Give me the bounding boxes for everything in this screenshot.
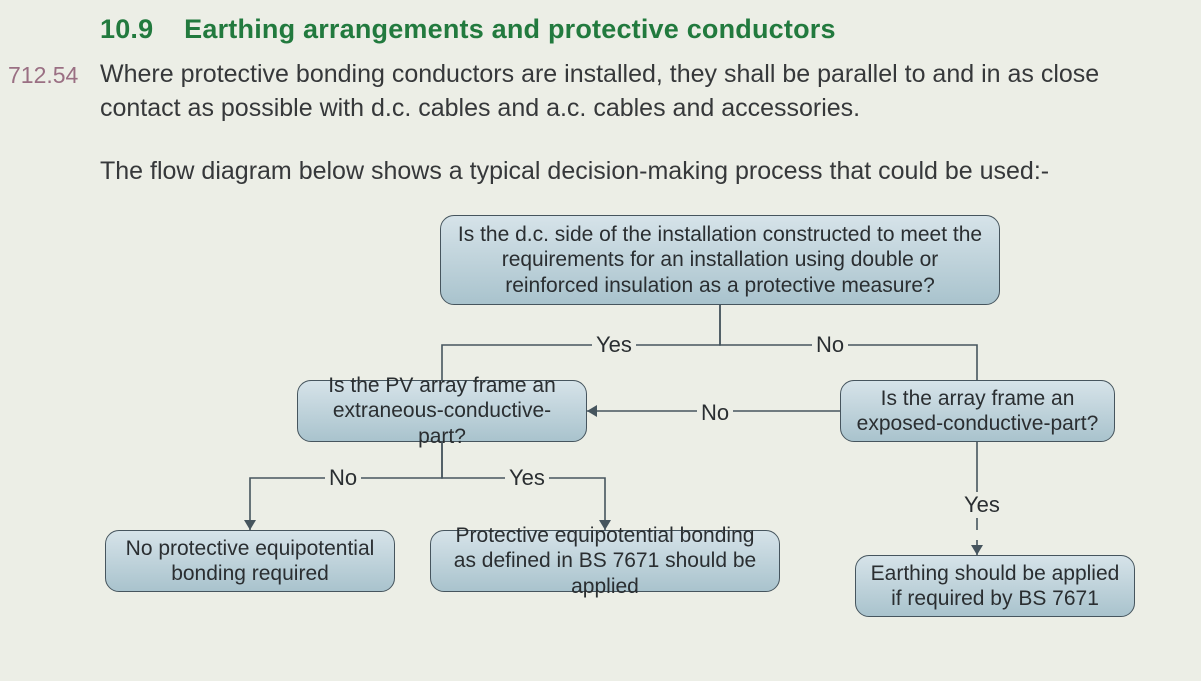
flowchart-node-r1: No protective equipotential bonding requ… [105, 530, 395, 592]
flowchart-edge-label: Yes [960, 492, 1004, 518]
flowchart-node-q2: Is the PV array frame an extraneous-cond… [297, 380, 587, 442]
body-paragraph-1: Where protective bonding conductors are … [100, 58, 1160, 126]
heading-number: 10.9 [100, 14, 153, 44]
flowchart-node-r2: Protective equipotential bonding as defi… [430, 530, 780, 592]
flowchart-edge-label: No [697, 400, 733, 426]
body-paragraph-2: The flow diagram below shows a typical d… [100, 155, 1160, 189]
flowchart-node-q3: Is the array frame an exposed-conductive… [840, 380, 1115, 442]
flowchart-edge-label: Yes [505, 465, 549, 491]
flowchart: Is the d.c. side of the installation con… [0, 200, 1201, 680]
flowchart-node-q1: Is the d.c. side of the installation con… [440, 215, 1000, 305]
heading-title: Earthing arrangements and protective con… [184, 14, 836, 44]
flowchart-edge-label: Yes [592, 332, 636, 358]
flowchart-node-r3: Earthing should be applied if required b… [855, 555, 1135, 617]
flowchart-edge-label: No [325, 465, 361, 491]
margin-reference: 712.54 [8, 62, 78, 89]
flowchart-edge-label: No [812, 332, 848, 358]
